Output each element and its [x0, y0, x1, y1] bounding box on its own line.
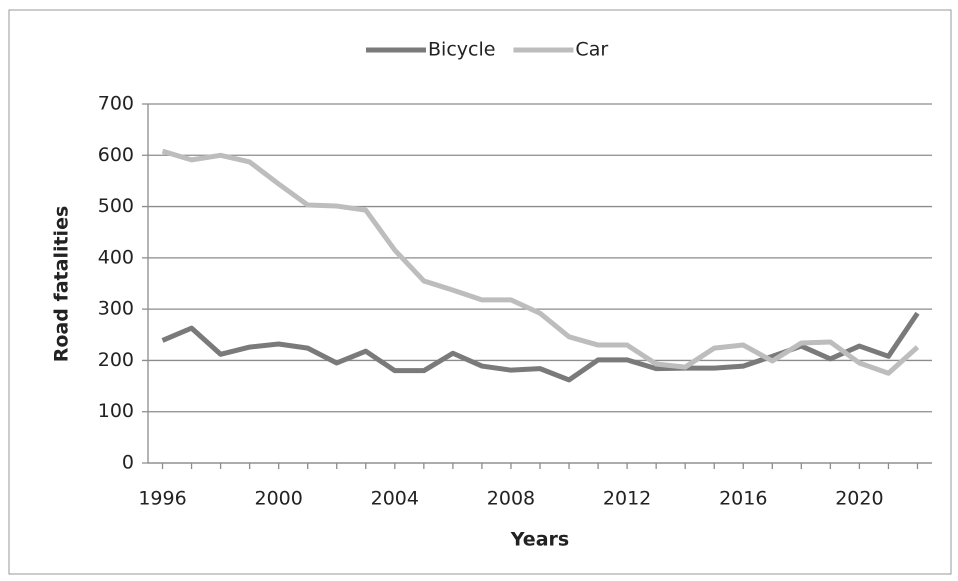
x-axis-label: Years: [510, 529, 569, 551]
y-tick-label: 500: [98, 195, 134, 217]
x-tick-label: 1996: [138, 488, 186, 510]
legend-label: Car: [575, 39, 608, 61]
y-tick-label: 700: [98, 93, 134, 115]
series-line: [161, 148, 920, 376]
y-tick-label: 300: [98, 298, 134, 320]
x-tick-label: 2000: [254, 488, 302, 510]
y-tick-label: 0: [122, 452, 134, 474]
y-tick-label: 200: [98, 349, 134, 371]
legend-label: Bicycle: [428, 39, 495, 61]
x-tick-label: 2008: [487, 488, 535, 510]
x-tick-label: 2020: [835, 488, 883, 510]
y-tick-label: 600: [98, 144, 134, 166]
x-tick-label: 2012: [603, 488, 651, 510]
y-tick-label: 400: [98, 246, 134, 268]
y-tick-label: 100: [98, 400, 134, 422]
x-tick-label: 2004: [371, 488, 419, 510]
x-tick-label: 2016: [719, 488, 767, 510]
y-axis-label: Road fatalities: [51, 206, 73, 363]
